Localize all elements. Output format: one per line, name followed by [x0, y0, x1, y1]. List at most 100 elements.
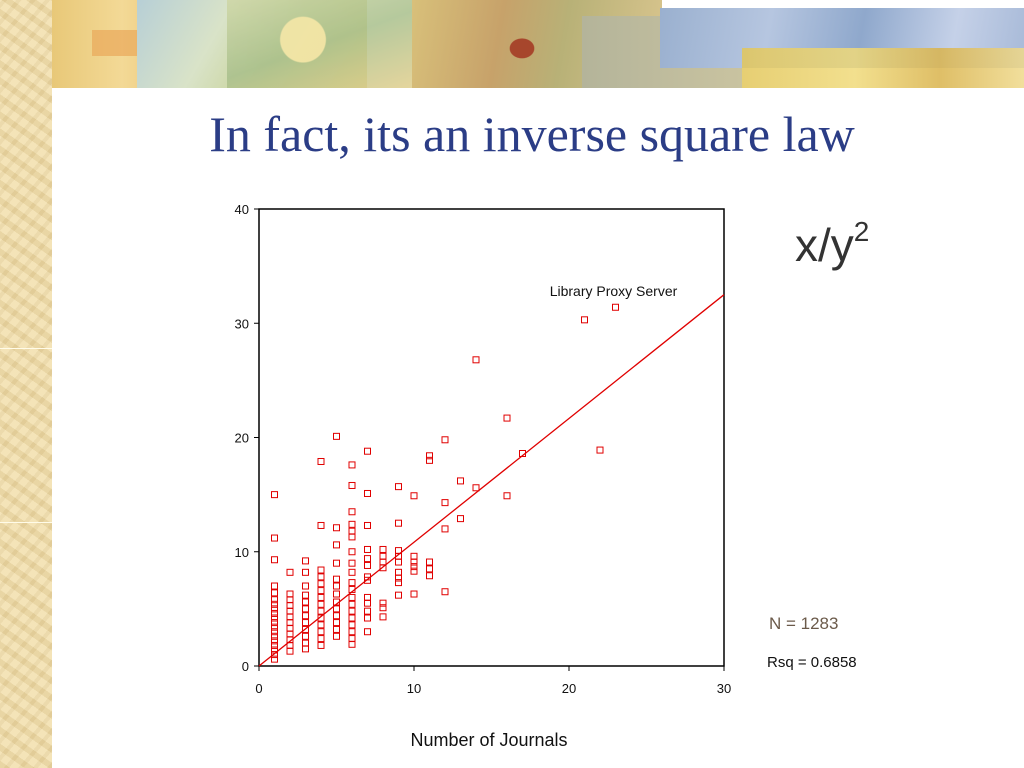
data-point: [317, 635, 325, 643]
data-point: [271, 632, 278, 640]
y-tick-label: 30: [235, 316, 249, 331]
data-point: [271, 491, 278, 499]
data-point: [286, 630, 294, 638]
data-point: [286, 619, 294, 627]
data-point: [426, 452, 433, 460]
data-point: [395, 568, 402, 576]
data-point: [395, 591, 402, 599]
data-point: [395, 579, 402, 587]
data-point: [410, 590, 418, 598]
data-point: [472, 356, 480, 364]
sample-size-label: N = 1283: [769, 614, 839, 633]
data-point: [271, 556, 278, 564]
data-point: [271, 582, 278, 590]
data-point: [364, 628, 371, 636]
x-tick-label: 0: [255, 681, 262, 696]
data-points: [271, 303, 619, 663]
data-point: [286, 596, 294, 604]
data-point: [395, 574, 402, 582]
formula-label: x/y2: [795, 216, 869, 272]
data-point: [317, 614, 325, 622]
data-point: [286, 607, 294, 615]
data-point: [441, 588, 449, 596]
data-point: [302, 619, 309, 627]
data-point: [317, 607, 325, 615]
data-point: [364, 447, 371, 455]
data-point: [426, 572, 433, 580]
data-point: [302, 639, 309, 647]
data-point: [317, 628, 325, 636]
data-point: [348, 461, 356, 469]
data-point: [503, 492, 511, 500]
data-point: [410, 563, 418, 571]
y-tick-label: 20: [235, 431, 249, 446]
data-point: [348, 640, 356, 648]
side-texture-strip: [0, 0, 52, 768]
data-point: [302, 632, 309, 640]
data-point: [302, 605, 309, 613]
data-point: [271, 628, 278, 636]
data-point: [286, 613, 294, 621]
data-point: [333, 632, 340, 640]
data-point: [286, 590, 294, 598]
data-point: [410, 492, 418, 500]
data-point: [333, 625, 340, 633]
data-point: [395, 519, 402, 527]
data-point: [286, 601, 294, 609]
data-point: [333, 524, 340, 532]
data-point: [333, 590, 340, 598]
data-point: [348, 600, 356, 608]
data-point: [271, 655, 278, 663]
data-point: [348, 548, 356, 556]
data-point: [581, 316, 588, 324]
data-point: [426, 565, 433, 573]
data-point: [348, 568, 356, 576]
data-point: [302, 598, 309, 606]
data-point: [286, 624, 294, 632]
data-point: [302, 625, 309, 633]
data-point: [472, 484, 480, 492]
data-point: [317, 457, 325, 465]
data-point: [364, 555, 371, 563]
data-point: [379, 545, 387, 553]
data-point: [395, 558, 402, 566]
data-point: [271, 619, 278, 627]
data-point: [379, 604, 387, 612]
y-tick-label: 40: [235, 202, 249, 217]
data-point: [317, 580, 325, 588]
data-point: [364, 614, 371, 622]
data-point: [395, 483, 402, 491]
data-point: [317, 566, 325, 574]
data-point: [410, 552, 418, 560]
data-point: [317, 621, 325, 629]
data-point: [271, 589, 278, 597]
data-point: [271, 600, 278, 608]
data-point: [271, 637, 278, 645]
data-point: [348, 481, 356, 489]
data-point: [271, 641, 278, 649]
data-point: [317, 593, 325, 601]
data-point: [271, 651, 278, 659]
data-point: [457, 515, 464, 523]
r-squared-label: Rsq = 0.6858: [767, 654, 857, 671]
data-point: [441, 499, 449, 507]
data-point: [333, 575, 340, 583]
data-point: [317, 521, 325, 529]
data-point: [286, 568, 294, 576]
data-point: [410, 558, 418, 566]
data-point: [271, 605, 278, 613]
data-point: [348, 559, 356, 567]
data-point: [302, 591, 309, 599]
data-point: [596, 446, 604, 454]
data-point: [503, 414, 511, 422]
y-tick-label: 10: [235, 545, 249, 560]
data-point: [379, 558, 387, 566]
data-point: [364, 489, 371, 497]
data-point: [379, 613, 387, 621]
data-point: [302, 568, 309, 576]
data-point: [426, 558, 433, 566]
data-point: [271, 609, 278, 617]
data-point: [333, 605, 340, 613]
data-point: [426, 456, 433, 464]
top-decorative-banner: [52, 0, 1024, 88]
